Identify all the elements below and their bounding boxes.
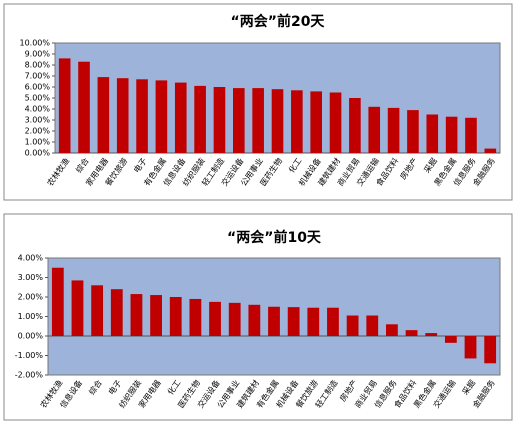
chart-title: “两会”前10天 [227, 229, 322, 246]
y-tick-label: 3.00% [18, 273, 44, 282]
chart-title: “两会”前20天 [231, 13, 326, 30]
bar [346, 315, 359, 336]
bar [169, 297, 182, 336]
y-tick-label: 0.00% [25, 149, 51, 158]
x-tick-label: 化工 [165, 378, 182, 397]
bar [189, 298, 202, 336]
bar [464, 336, 477, 359]
bar [150, 295, 162, 336]
x-tick-label: 电子 [131, 156, 148, 175]
y-tick-label: 0.00% [18, 332, 44, 341]
bar [194, 85, 206, 153]
bar [329, 92, 342, 153]
bar [51, 267, 64, 336]
bar [116, 78, 129, 153]
y-tick-label: 3.00% [25, 116, 51, 125]
bar [327, 307, 339, 336]
bar [465, 117, 477, 153]
bar [58, 58, 71, 153]
x-tick-label: 电子 [106, 378, 123, 397]
bar [425, 333, 438, 336]
x-tick-label: 综合 [73, 156, 90, 175]
bar [268, 306, 280, 336]
bar [445, 116, 458, 153]
bar [213, 87, 226, 153]
bar [444, 336, 457, 343]
bar [368, 106, 381, 153]
bar [271, 89, 284, 153]
bar [248, 304, 261, 336]
bar [209, 301, 221, 336]
bar [174, 82, 187, 153]
bar [130, 294, 143, 336]
bar [97, 77, 110, 153]
y-tick-label: 8.00% [25, 61, 51, 70]
x-tick-label: 化工 [286, 156, 303, 175]
bar [110, 289, 123, 336]
bar [366, 315, 379, 336]
bar [291, 90, 303, 153]
bar [136, 79, 148, 153]
y-tick-label: 5.00% [25, 94, 51, 103]
y-tick-label: -1.00% [15, 351, 44, 360]
bar [349, 98, 361, 153]
y-tick-label: 7.00% [25, 72, 51, 81]
y-tick-label: 2.00% [18, 293, 44, 302]
y-tick-label: 4.00% [25, 105, 51, 114]
y-tick-label: 6.00% [25, 83, 51, 92]
y-tick-label: 1.00% [18, 312, 44, 321]
bar [71, 280, 84, 336]
y-tick-label: 4.00% [18, 254, 44, 263]
y-tick-label: 1.00% [25, 138, 51, 147]
y-tick-label: 9.00% [25, 50, 51, 59]
y-tick-label: 10.00% [19, 39, 50, 48]
x-tick-label: 农林牧渔 [45, 156, 72, 188]
bar [252, 88, 264, 153]
chart-frame [3, 213, 513, 421]
x-tick-label: 采掘 [460, 378, 477, 397]
bar [426, 114, 439, 153]
bar [484, 148, 497, 153]
bar [310, 91, 322, 153]
bar [484, 336, 497, 364]
x-tick-label: 房地产 [398, 156, 420, 181]
bar [307, 307, 320, 336]
bar [387, 107, 400, 153]
y-tick-label: 2.00% [25, 127, 51, 136]
bar [407, 110, 419, 153]
x-tick-label: 采掘 [422, 156, 439, 175]
bar [287, 307, 300, 336]
bar [386, 324, 398, 336]
x-tick-label: 综合 [86, 378, 103, 397]
bar [78, 61, 90, 154]
chart-frame [3, 3, 513, 201]
bar [228, 302, 241, 336]
bar [91, 285, 104, 336]
bar [405, 330, 418, 336]
y-tick-label: -2.00% [15, 371, 44, 380]
bar [155, 80, 168, 153]
bar [233, 88, 245, 153]
